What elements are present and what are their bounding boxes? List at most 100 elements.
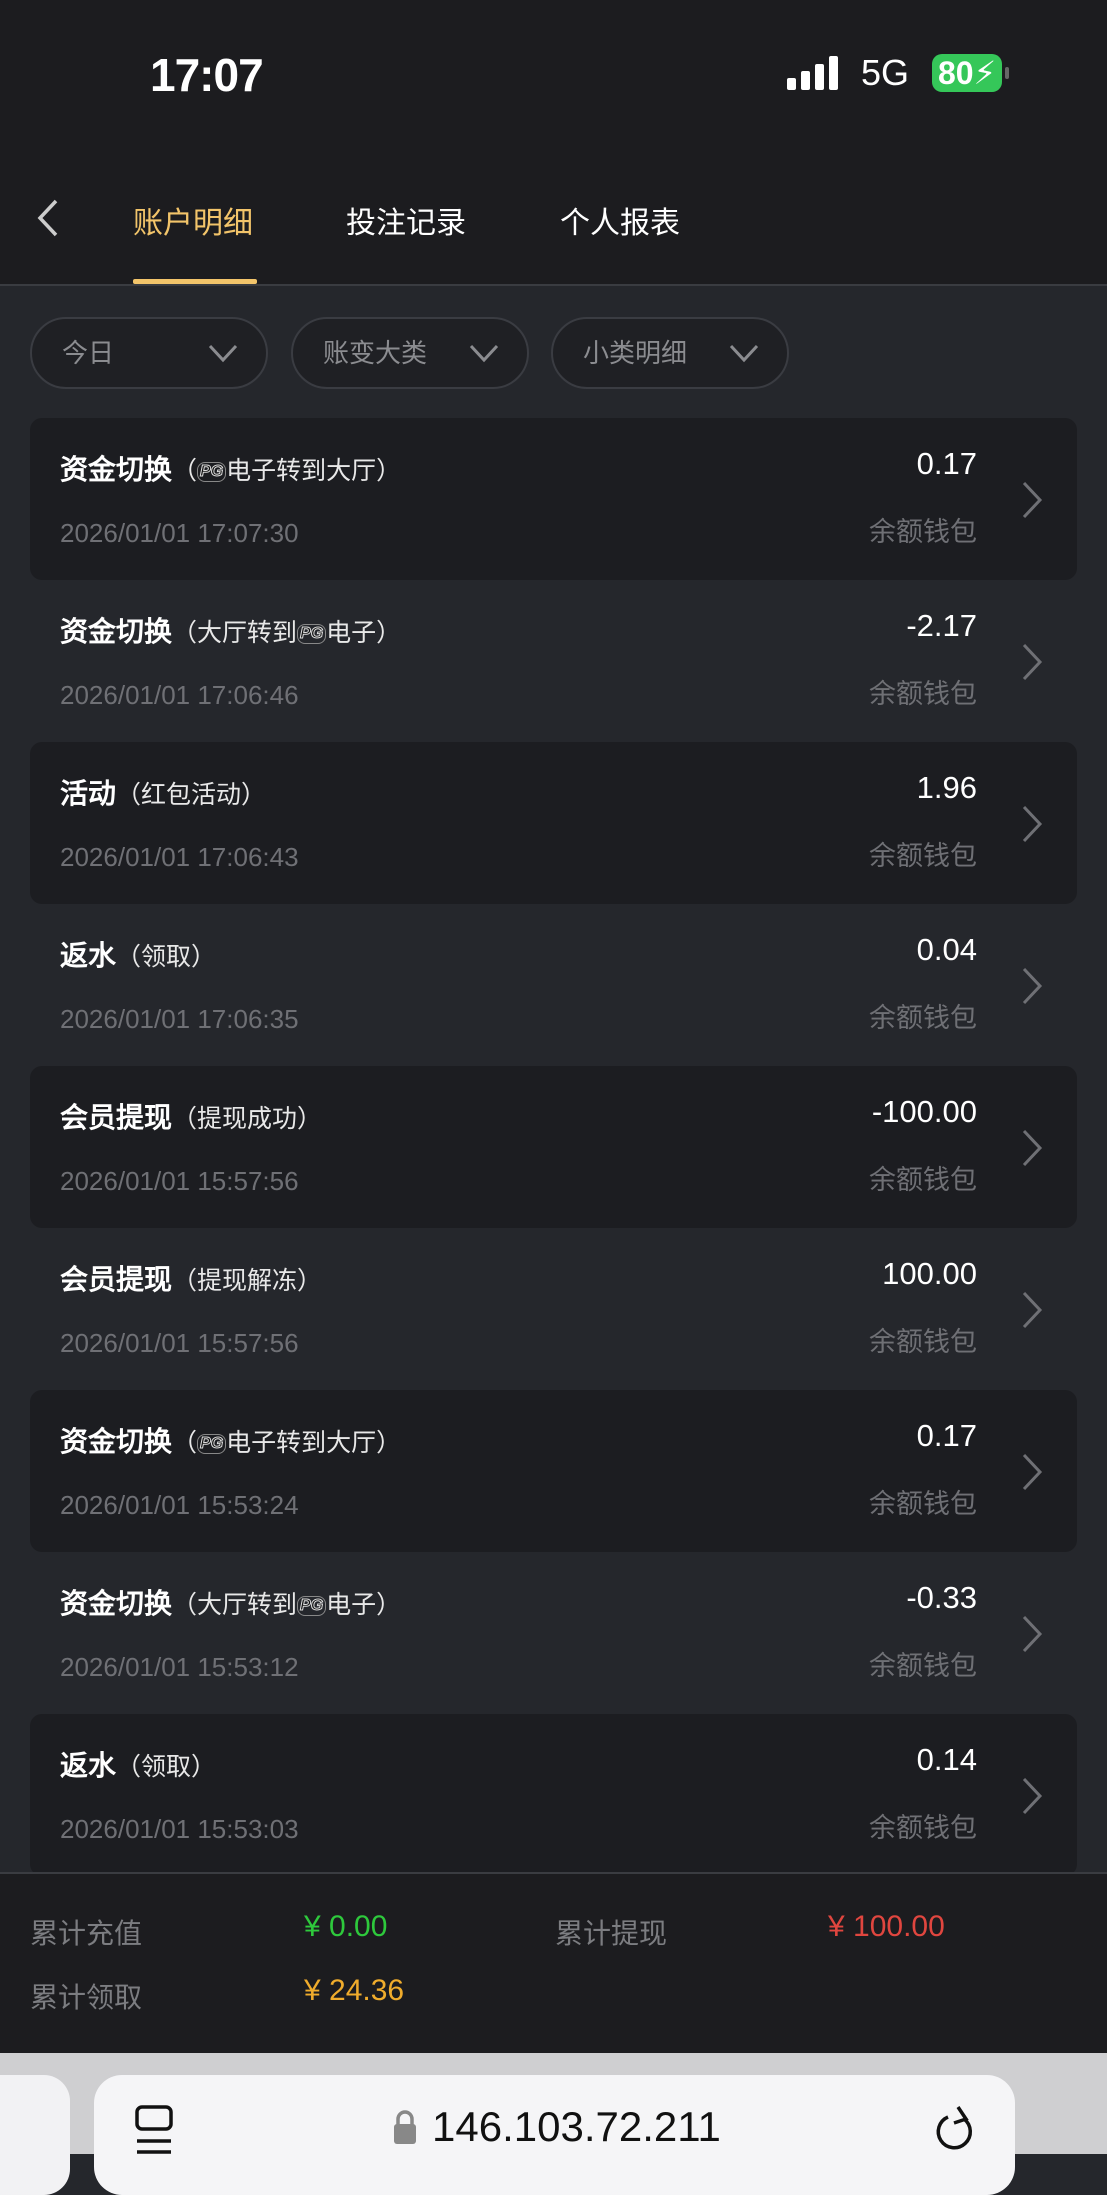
desc-prefix: （大厅转到 [172, 619, 298, 647]
transaction-date: 2026/01/01 15:53:24 [60, 1490, 299, 1520]
desc-prefix: （红包活动） [116, 781, 267, 809]
transaction-date: 2026/01/01 17:06:35 [60, 1004, 299, 1034]
chevron-right-icon [1022, 481, 1043, 519]
transaction-type: 返水 [60, 1750, 117, 1781]
claimed-total-value: ¥ 24.36 [304, 1974, 405, 2007]
transaction-type: 会员提现 [60, 1264, 173, 1295]
signal-icon [787, 56, 838, 90]
transaction-date: 2026/01/01 17:06:43 [60, 842, 299, 872]
transaction-amount: -0.33 [906, 1580, 977, 1615]
transaction-amount: 100.00 [882, 1256, 977, 1291]
transaction-row[interactable]: 返水（领取） 2026/01/01 15:53:03 0.14 余额钱包 [30, 1714, 1077, 1872]
transaction-title: 资金切换（大厅转到 PG 电子） [60, 610, 401, 650]
transaction-desc: （大厅转到 PG 电子） [172, 619, 401, 647]
withdraw-total-value: ¥ 100.00 [828, 1910, 945, 1943]
desc-prefix: （提现解冻） [172, 1267, 323, 1295]
battery-level: 80 [938, 55, 974, 91]
transaction-desc: （领取） [116, 1753, 216, 1781]
desc-suffix: 电子转到大厅） [226, 457, 402, 485]
address-bar[interactable]: 146.103.72.211 [94, 2075, 1015, 2195]
deposit-total-value: ¥ 0.00 [304, 1910, 388, 1943]
transaction-type: 返水 [60, 940, 117, 971]
subcategory-filter-dropdown[interactable]: 小类明细 [551, 317, 789, 389]
transaction-row[interactable]: 资金切换（ PG 电子转到大厅） 2026/01/01 15:53:24 0.17 余额钱… [30, 1390, 1077, 1552]
category-filter-label: 账变大类 [323, 338, 428, 368]
transaction-desc: （提现成功） [172, 1105, 322, 1133]
divider [0, 284, 1107, 286]
battery-icon: 80⚡ [932, 54, 1009, 92]
transaction-title: 会员提现（提现成功） [60, 1096, 322, 1136]
transaction-row[interactable]: 资金切换（ PG 电子转到大厅） 2026/01/01 17:07:30 0.17 余额钱… [30, 418, 1077, 580]
wallet-label: 余额钱包 [869, 1327, 977, 1357]
header: 17:07 5G 80⚡ 账户明细 投注记录 个人报表 [0, 0, 1107, 286]
transaction-type: 资金切换 [60, 1588, 173, 1619]
pg-logo: PG [197, 462, 227, 482]
transaction-amount: 0.17 [916, 1418, 977, 1453]
transaction-desc: （PG 电子转到大厅） [172, 1429, 401, 1457]
wallet-label: 余额钱包 [869, 1003, 977, 1033]
wallet-label: 余额钱包 [869, 1813, 977, 1843]
transaction-row[interactable]: 返水（领取） 2026/01/01 17:06:35 0.04 余额钱包 [30, 904, 1077, 1066]
transaction-date: 2026/01/01 15:57:56 [60, 1166, 299, 1196]
desc-prefix: （领取） [116, 943, 217, 971]
transaction-title: 资金切换（ PG 电子转到大厅） [60, 448, 401, 488]
desc-prefix: （ [172, 1429, 198, 1457]
transaction-title: 资金切换（ PG 电子转到大厅） [60, 1420, 401, 1460]
transaction-row[interactable]: 资金切换（大厅转到 PG 电子） 2026/01/01 15:53:12 -0.33 余额… [30, 1552, 1077, 1714]
chevron-right-icon [1022, 1777, 1043, 1815]
reload-icon[interactable] [934, 2105, 978, 2155]
transaction-type: 活动 [60, 778, 117, 809]
transaction-amount: -100.00 [871, 1094, 977, 1129]
chevron-right-icon [1022, 1615, 1043, 1653]
desc-prefix: （大厅转到 [172, 1591, 298, 1619]
pg-logo: PG [297, 624, 327, 644]
pg-logo: PG [197, 1434, 227, 1454]
category-filter-dropdown[interactable]: 账变大类 [291, 317, 529, 389]
lock-icon [394, 2110, 416, 2144]
wallet-label: 余额钱包 [869, 1651, 977, 1681]
desc-prefix: （提现成功） [172, 1105, 323, 1133]
wallet-label: 余额钱包 [869, 841, 977, 871]
subcategory-filter-label: 小类明细 [583, 338, 688, 368]
transaction-desc: （红包活动） [116, 781, 266, 809]
desc-suffix: 电子） [326, 1591, 402, 1619]
date-filter-label: 今日 [62, 338, 115, 368]
tab-personal-report[interactable]: 个人报表 [560, 207, 680, 240]
url-text: 146.103.72.211 [432, 2103, 721, 2150]
chevron-down-icon [729, 344, 759, 363]
summary-footer: 累计充值 ¥ 0.00 累计提现 ¥ 100.00 累计领取 ¥ 24.36 [0, 1874, 1107, 2053]
transaction-amount: 0.04 [916, 932, 977, 967]
transaction-amount: 0.17 [916, 446, 977, 481]
wallet-label: 余额钱包 [869, 679, 977, 709]
transaction-desc: （领取） [116, 943, 216, 971]
transaction-title: 活动（红包活动） [60, 772, 266, 812]
transaction-row[interactable]: 活动（红包活动） 2026/01/01 17:06:43 1.96 余额钱包 [30, 742, 1077, 904]
transaction-date: 2026/01/01 15:57:56 [60, 1328, 299, 1358]
tab-overview-icon[interactable] [134, 2105, 174, 2155]
previous-tab-preview[interactable] [0, 2075, 70, 2195]
wallet-label: 余额钱包 [869, 517, 977, 547]
tab-account-details[interactable]: 账户明细 [133, 207, 253, 240]
divider [0, 1872, 1107, 1874]
browser-toolbar: 146.103.72.211 [0, 2053, 1107, 2195]
transaction-date: 2026/01/01 17:07:30 [60, 518, 299, 548]
transaction-type: 资金切换 [60, 616, 173, 647]
claimed-total-label: 累计领取 [30, 1982, 143, 2013]
chevron-right-icon [1022, 1291, 1043, 1329]
transaction-date: 2026/01/01 15:53:12 [60, 1652, 299, 1682]
back-icon[interactable] [34, 198, 62, 238]
transaction-list[interactable]: 资金切换（ PG 电子转到大厅） 2026/01/01 17:07:30 0.17 余额钱… [0, 418, 1107, 1872]
transaction-desc: （大厅转到 PG 电子） [172, 1591, 401, 1619]
transaction-desc: （PG 电子转到大厅） [172, 457, 401, 485]
transaction-date: 2026/01/01 15:53:03 [60, 1814, 299, 1844]
transaction-row[interactable]: 会员提现（提现解冻） 2026/01/01 15:57:56 100.00 余额钱包 [30, 1228, 1077, 1390]
chevron-down-icon [208, 344, 238, 363]
transaction-row[interactable]: 资金切换（大厅转到 PG 电子） 2026/01/01 17:06:46 -2.17 余额… [30, 580, 1077, 742]
transaction-type: 会员提现 [60, 1102, 173, 1133]
tab-bet-records[interactable]: 投注记录 [346, 207, 466, 240]
date-filter-dropdown[interactable]: 今日 [30, 317, 268, 389]
pg-logo: PG [297, 1596, 327, 1616]
chevron-right-icon [1022, 805, 1043, 843]
transaction-row[interactable]: 会员提现（提现成功） 2026/01/01 15:57:56 -100.00 余额钱包 [30, 1066, 1077, 1228]
transaction-amount: 1.96 [916, 770, 977, 805]
